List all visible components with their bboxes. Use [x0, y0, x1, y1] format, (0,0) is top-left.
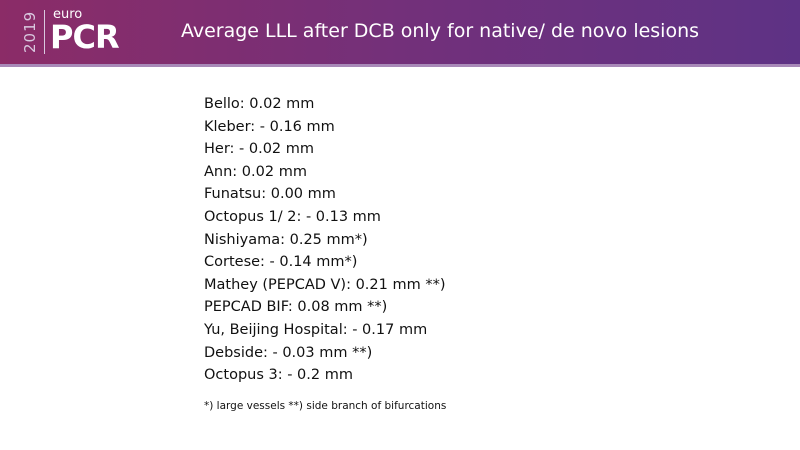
- list-item: Funatsu: 0.00 mm: [204, 186, 336, 203]
- slide-title: Average LLL after DCB only for native/ d…: [180, 20, 700, 42]
- list-item: Nishiyama: 0.25 mm*): [204, 231, 368, 248]
- list-item: Octopus 3: - 0.2 mm: [204, 367, 353, 384]
- list-item: Debside: - 0.03 mm **): [204, 344, 373, 361]
- list-item: Mathey (PEPCAD V): 0.21 mm **): [204, 276, 446, 293]
- logo-name: PCR: [50, 18, 120, 56]
- list-item: Cortese: - 0.14 mm*): [204, 254, 358, 271]
- logo-prefix: euro: [53, 7, 83, 22]
- list-item: Ann: 0.02 mm: [204, 163, 307, 180]
- list-item: Yu, Beijing Hospital: - 0.17 mm: [204, 321, 428, 338]
- list-item: Kleber: - 0.16 mm: [204, 118, 335, 135]
- list-item: Bello: 0.02 mm: [204, 96, 315, 112]
- footnote: *) large vessels **) side branch of bifu…: [204, 400, 447, 412]
- logo-year: 2019: [21, 10, 39, 53]
- logo-divider: [44, 10, 45, 54]
- list-item: Octopus 1/ 2: - 0.13 mm: [204, 208, 381, 225]
- list-item: PEPCAD BIF: 0.08 mm **): [204, 299, 388, 316]
- result-list: Bello: 0.02 mm Kleber: - 0.16 mm Her: - 0.…: [204, 93, 446, 387]
- header-bar: 2019 euro PCR Average LLL after DCB only…: [0, 0, 800, 67]
- list-item: Her: - 0.02 mm: [204, 141, 315, 158]
